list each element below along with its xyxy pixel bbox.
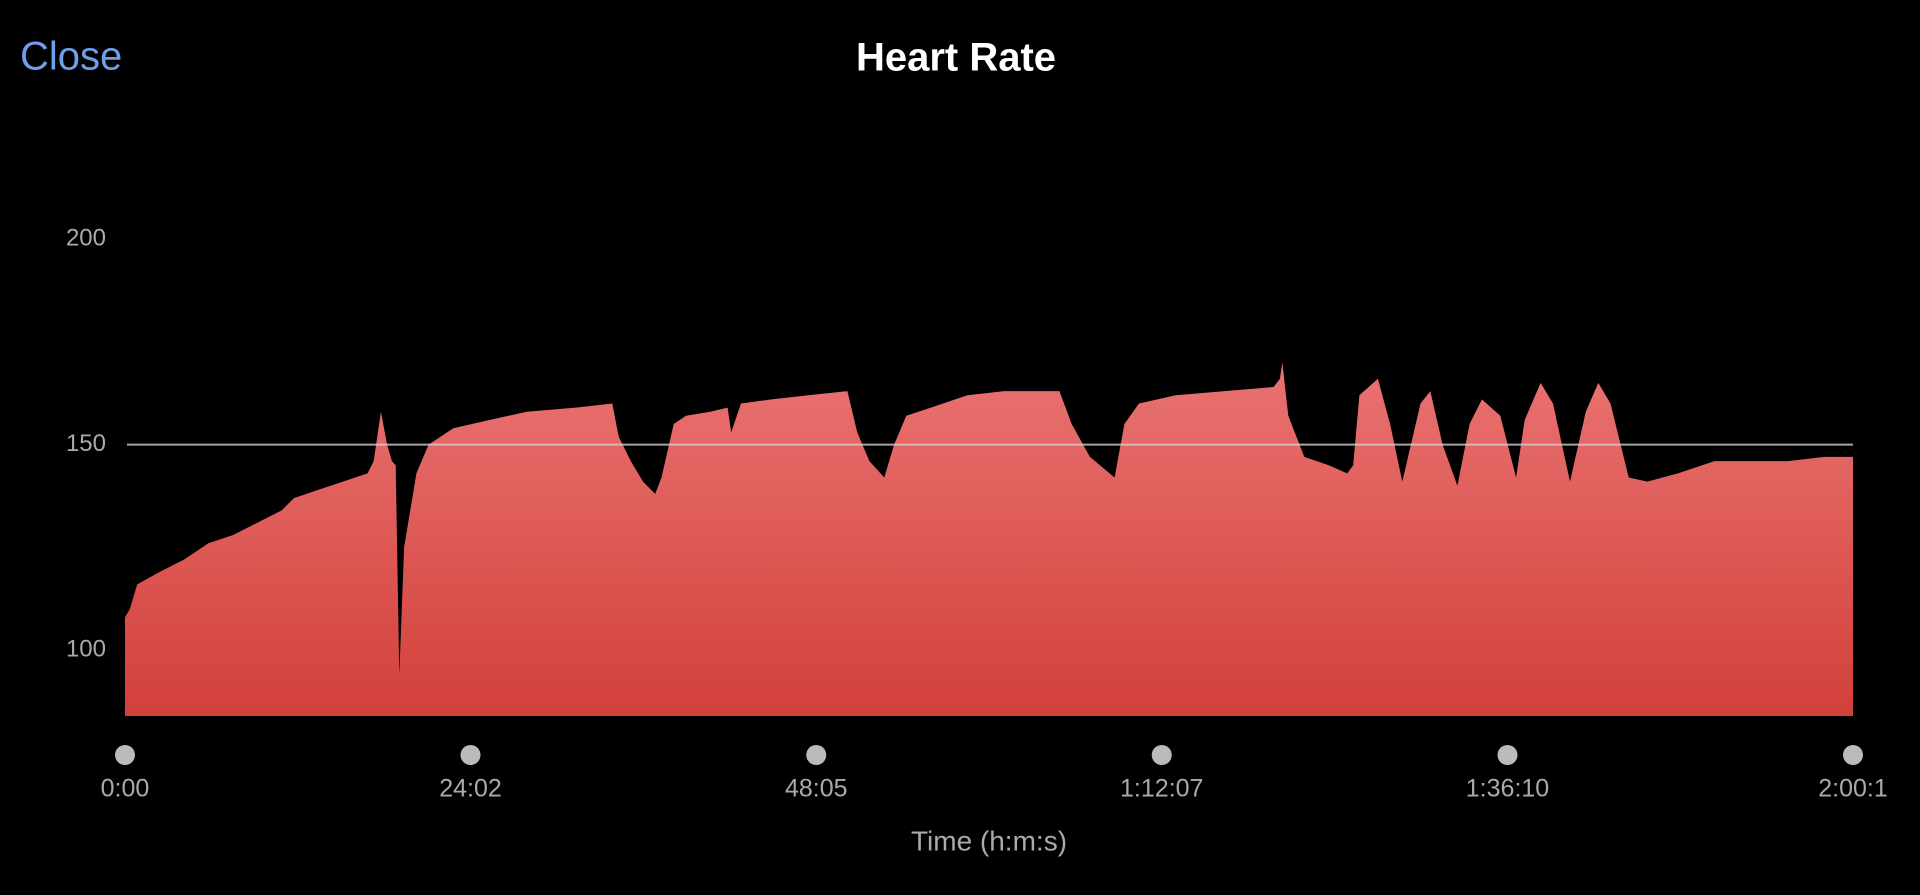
x-tick-label: 1:36:10	[1466, 775, 1549, 803]
x-tick-dot	[1843, 745, 1863, 765]
chart-title: Heart Rate	[856, 36, 1056, 80]
x-tick-label: 1:12:07	[1120, 775, 1203, 803]
x-tick-label: 24:02	[439, 775, 502, 803]
close-button[interactable]: Close	[20, 35, 122, 79]
x-tick-label: 2:00:1	[1818, 775, 1888, 803]
y-tick-label: 100	[66, 636, 106, 663]
y-tick-label: 150	[66, 430, 106, 457]
x-axis-title: Time (h:m:s)	[911, 825, 1067, 856]
x-tick-dot	[115, 745, 135, 765]
x-tick-label: 0:00	[101, 775, 150, 803]
x-tick-label: 48:05	[785, 775, 848, 803]
x-tick-dot	[460, 745, 481, 765]
x-tick-dot	[1497, 745, 1518, 765]
y-tick-label: 200	[66, 224, 106, 251]
x-tick-dot	[1151, 745, 1172, 765]
x-tick-dot	[806, 745, 827, 765]
heart-rate-area	[125, 362, 1853, 716]
